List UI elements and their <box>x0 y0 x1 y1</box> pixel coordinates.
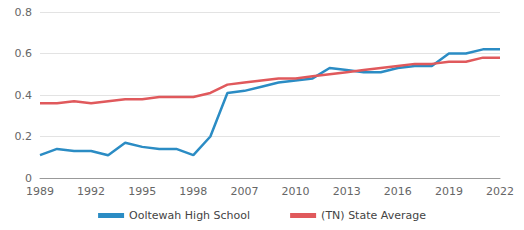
svg-text:0.6: 0.6 <box>15 47 33 60</box>
svg-text:1995: 1995 <box>128 185 156 198</box>
svg-text:2019: 2019 <box>435 185 463 198</box>
svg-text:1989: 1989 <box>26 185 54 198</box>
svg-text:Ooltewah High School: Ooltewah High School <box>129 209 250 222</box>
svg-text:1998: 1998 <box>179 185 207 198</box>
svg-text:0.4: 0.4 <box>15 89 33 102</box>
svg-text:0.8: 0.8 <box>15 6 33 19</box>
svg-text:2013: 2013 <box>333 185 361 198</box>
svg-text:0.2: 0.2 <box>15 130 33 143</box>
svg-text:2022: 2022 <box>486 185 514 198</box>
svg-text:(TN) State Average: (TN) State Average <box>321 209 426 222</box>
svg-text:0: 0 <box>25 172 32 185</box>
svg-text:1992: 1992 <box>77 185 105 198</box>
svg-text:2016: 2016 <box>384 185 412 198</box>
svg-text:2010: 2010 <box>282 185 310 198</box>
svg-text:2007: 2007 <box>230 185 258 198</box>
